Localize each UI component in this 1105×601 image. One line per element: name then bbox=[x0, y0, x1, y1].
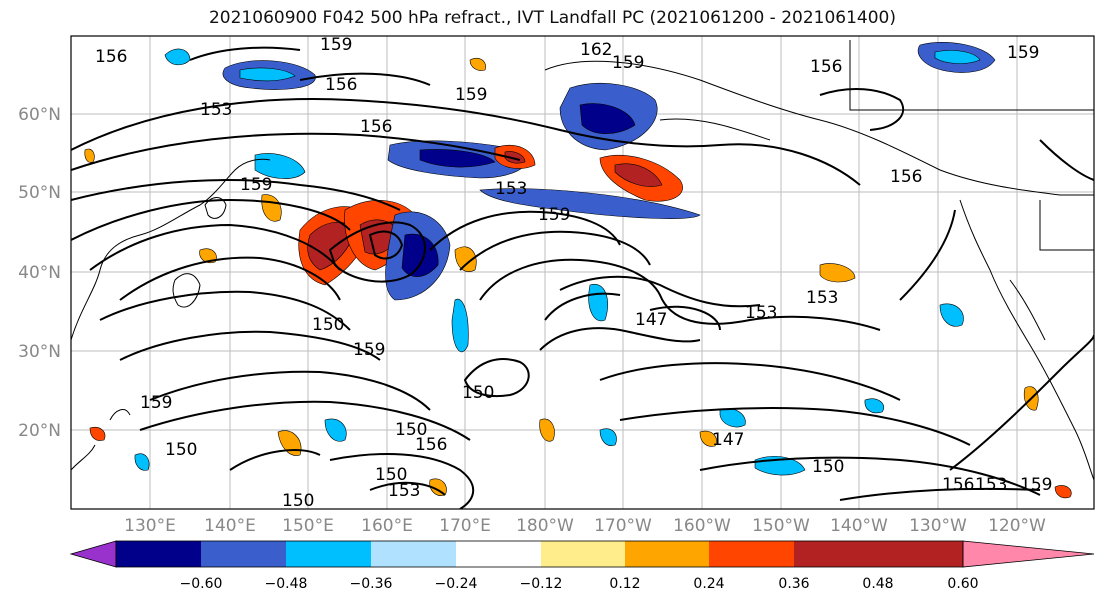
colorbar-segment bbox=[794, 541, 878, 567]
colorbar-tick: −0.60 bbox=[180, 576, 223, 592]
colorbar-extend-min bbox=[69, 540, 117, 568]
contour-label: 159 bbox=[1020, 475, 1052, 495]
contour-label: 153 bbox=[388, 481, 420, 501]
coastlines bbox=[71, 40, 1094, 481]
lon-label: 170°E bbox=[439, 516, 491, 536]
lon-label: 160°E bbox=[361, 516, 413, 536]
colorbar-segment bbox=[201, 541, 286, 567]
contour-label: 159 bbox=[240, 175, 272, 195]
colorbar-tick: −0.48 bbox=[265, 576, 308, 592]
contour-label: 150 bbox=[165, 440, 197, 460]
colorbar-segment bbox=[456, 541, 541, 567]
lon-label: 130°E bbox=[124, 516, 176, 536]
colorbar-tick: 0.24 bbox=[693, 576, 724, 592]
lon-label: 170°W bbox=[594, 516, 652, 536]
contour-label: 159 bbox=[1007, 43, 1039, 63]
contour-label: 156 bbox=[95, 47, 127, 67]
contour-label: 153 bbox=[495, 179, 527, 199]
colorbar-extend-max bbox=[962, 540, 1095, 568]
contour-label: 159 bbox=[320, 35, 352, 55]
contour-label: 150 bbox=[812, 457, 844, 477]
contour-label: 156 bbox=[415, 435, 447, 455]
colorbar-tick: 0.36 bbox=[778, 576, 809, 592]
lon-label: 140°E bbox=[204, 516, 256, 536]
colorbar-segment bbox=[541, 541, 625, 567]
map-frame bbox=[70, 35, 1095, 510]
lon-label: 150°E bbox=[282, 516, 334, 536]
lon-label: 180°W bbox=[516, 516, 574, 536]
contour-label: 150 bbox=[375, 465, 407, 485]
contour-label: 147 bbox=[712, 430, 744, 450]
contour-labels: 156 159 153 162 159 156 156 159 153 159 … bbox=[95, 35, 1052, 511]
contour-label: 153 bbox=[200, 100, 232, 120]
lat-label: 50°N bbox=[18, 183, 61, 203]
lat-label: 40°N bbox=[18, 263, 61, 283]
map-plot-area: 156 159 153 162 159 156 156 159 153 159 … bbox=[71, 35, 1094, 511]
contour-label: 150 bbox=[462, 383, 494, 403]
colorbar-tick: 0.12 bbox=[609, 576, 640, 592]
colorbar: −0.60 −0.48 −0.36 −0.24 −0.12 0.12 0.24 … bbox=[69, 540, 1095, 592]
colorbar-tick: −0.12 bbox=[520, 576, 563, 592]
contour-label: 147 bbox=[635, 310, 667, 330]
lon-label: 130°W bbox=[909, 516, 967, 536]
contour-label: 156 bbox=[890, 167, 922, 187]
height-contours bbox=[71, 46, 1094, 509]
colorbar-tick: 0.60 bbox=[947, 576, 978, 592]
colorbar-segment bbox=[625, 541, 709, 567]
map-title: 2021060900 F042 500 hPa refract., IVT La… bbox=[208, 8, 896, 28]
lat-label: 60°N bbox=[18, 105, 61, 125]
contour-label: 159 bbox=[140, 393, 172, 413]
lat-label: 30°N bbox=[18, 342, 61, 362]
lon-label: 160°W bbox=[673, 516, 731, 536]
contour-label: 153 bbox=[975, 475, 1007, 495]
colorbar-tick: 0.48 bbox=[862, 576, 893, 592]
contour-label: 159 bbox=[538, 205, 570, 225]
contour-label: 153 bbox=[745, 303, 777, 323]
contour-label: 156 bbox=[810, 57, 842, 77]
lat-label: 20°N bbox=[18, 421, 61, 441]
contour-label: 159 bbox=[612, 53, 644, 73]
contour-label: 162 bbox=[580, 40, 612, 60]
latitude-labels: 60°N 50°N 40°N 30°N 20°N bbox=[18, 105, 61, 441]
contour-label: 156 bbox=[360, 117, 392, 137]
colorbar-segment bbox=[878, 541, 963, 567]
colorbar-segment bbox=[371, 541, 456, 567]
lon-label: 140°W bbox=[830, 516, 888, 536]
contour-label: 150 bbox=[312, 315, 344, 335]
contour-label: 153 bbox=[806, 288, 838, 308]
lon-label: 120°W bbox=[988, 516, 1046, 536]
contour-label: 150 bbox=[395, 420, 427, 440]
contour-label: 159 bbox=[353, 340, 385, 360]
contour-label: 159 bbox=[455, 85, 487, 105]
lon-label: 150°W bbox=[752, 516, 810, 536]
contour-label: 156 bbox=[325, 75, 357, 95]
colorbar-ticks: −0.60 −0.48 −0.36 −0.24 −0.12 0.12 0.24 … bbox=[180, 576, 979, 592]
colorbar-tick: −0.36 bbox=[350, 576, 393, 592]
colorbar-segment bbox=[709, 541, 794, 567]
contour-label: 156 bbox=[942, 475, 974, 495]
longitude-labels: 130°E 140°E 150°E 160°E 170°E 180°W 170°… bbox=[124, 516, 1046, 536]
colorbar-segment bbox=[116, 541, 201, 567]
refractivity-fill-patches bbox=[84, 42, 1072, 499]
colorbar-segment bbox=[286, 541, 371, 567]
colorbar-tick: −0.24 bbox=[435, 576, 478, 592]
contour-label: 150 bbox=[282, 491, 314, 511]
